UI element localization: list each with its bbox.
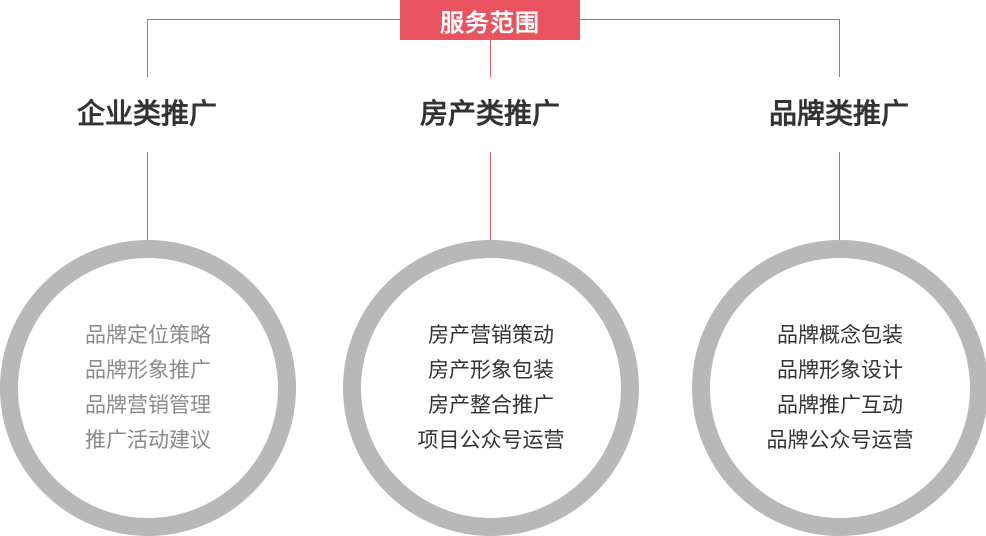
category-heading-realestate: 房产类推广 [419, 97, 560, 130]
connector-right-drop [839, 19, 840, 77]
list-item: 品牌营销管理 [85, 393, 211, 417]
list-item: 品牌形象设计 [777, 358, 903, 382]
connector-right-to-circle [839, 152, 840, 244]
connector-left-drop [147, 19, 148, 77]
list-item: 品牌概念包装 [777, 323, 903, 347]
list-item: 房产形象包装 [428, 358, 554, 382]
list-item: 品牌定位策略 [85, 323, 211, 347]
connector-center-to-circle [490, 152, 491, 244]
service-list-brand: 品牌概念包装 品牌形象设计 品牌推广互动 品牌公众号运营 [767, 318, 914, 458]
list-item: 房产整合推广 [428, 393, 554, 417]
connector-left-to-circle [147, 152, 148, 244]
list-item: 项目公众号运营 [417, 428, 565, 452]
category-circle-enterprise: 品牌定位策略 品牌形象推广 品牌营销管理 推广活动建议 [0, 240, 296, 536]
service-list-realestate: 房产营销策动 房产形象包装 房产整合推广 项目公众号运营 [418, 318, 565, 458]
category-heading-enterprise: 企业类推广 [76, 97, 217, 130]
category-circle-brand: 品牌概念包装 品牌形象设计 品牌推广互动 品牌公众号运营 [692, 240, 986, 536]
category-circle-realestate: 房产营销策动 房产形象包装 房产整合推广 项目公众号运营 [343, 240, 639, 536]
list-item: 品牌形象推广 [85, 358, 211, 382]
service-list-enterprise: 品牌定位策略 品牌形象推广 品牌营销管理 推广活动建议 [85, 318, 211, 458]
list-item: 房产营销策动 [428, 323, 554, 347]
list-item: 品牌公众号运营 [766, 428, 914, 452]
service-scope-title: 服务范围 [400, 0, 580, 40]
list-item: 推广活动建议 [85, 428, 211, 452]
list-item: 品牌推广互动 [777, 393, 903, 417]
category-heading-brand: 品牌类推广 [768, 97, 909, 130]
connector-center-drop [490, 40, 491, 77]
